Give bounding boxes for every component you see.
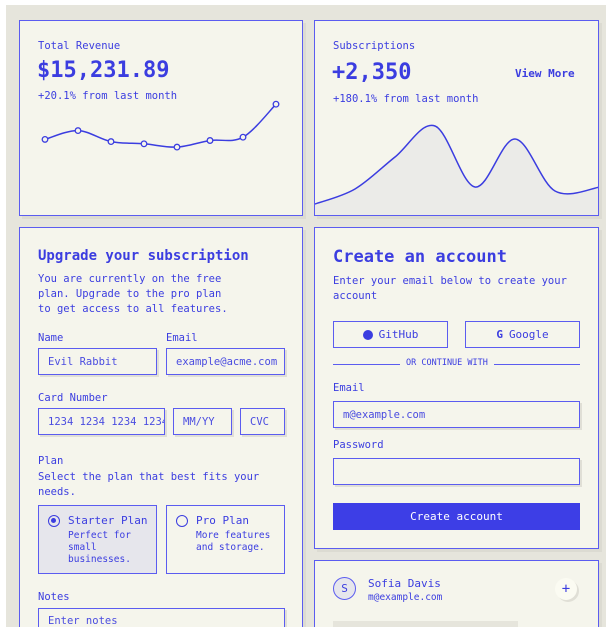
revenue-label: Total Revenue xyxy=(38,40,121,52)
plan-option-pro[interactable]: Pro Plan More features and storage. xyxy=(166,505,285,574)
divider-text: OR CONTINUE WITH xyxy=(400,358,494,368)
avatar: S xyxy=(333,577,356,600)
upgrade-description: You are currently on the free plan. Upgr… xyxy=(38,273,228,315)
subscriptions-line xyxy=(315,124,598,205)
revenue-point xyxy=(173,143,181,151)
notes-label: Notes xyxy=(38,591,70,603)
plan-name: Starter Plan xyxy=(68,514,148,527)
revenue-point xyxy=(107,138,115,146)
member-email: m@example.com xyxy=(368,592,443,603)
plan-desc: Perfect for small businesses. xyxy=(68,530,131,565)
revenue-point xyxy=(74,127,82,135)
plan-name: Pro Plan xyxy=(196,514,249,527)
github-button[interactable]: GitHub xyxy=(333,321,448,348)
github-label: GitHub xyxy=(378,328,419,341)
create-title: Create an account xyxy=(333,247,507,267)
password-label: Password xyxy=(333,439,384,451)
plan-option-starter[interactable]: Starter Plan Perfect for small businesse… xyxy=(38,505,157,574)
subscriptions-card: Subscriptions +2,350 View More +180.1% f… xyxy=(314,20,599,216)
card-number-input[interactable]: 1234 1234 1234 1234 xyxy=(38,408,165,435)
upgrade-title: Upgrade your subscription xyxy=(38,248,249,264)
password-input[interactable] xyxy=(333,458,580,485)
revenue-value: $15,231.89 xyxy=(37,58,170,83)
subscriptions-value: +2,350 xyxy=(332,60,412,85)
radio-selected-icon[interactable] xyxy=(48,515,60,527)
subscriptions-change: +180.1% from last month xyxy=(333,93,479,105)
placeholder-bar xyxy=(333,621,518,627)
plan-desc: More features and storage. xyxy=(196,530,271,553)
revenue-point xyxy=(272,100,280,108)
revenue-point xyxy=(140,140,148,148)
google-label: Google xyxy=(508,328,549,341)
member-name: Sofia Davis xyxy=(368,577,441,590)
name-label: Name xyxy=(38,332,64,344)
email-label: Email xyxy=(166,332,198,344)
create-description: Enter your email below to create your ac… xyxy=(333,275,567,302)
revenue-line-chart xyxy=(41,100,280,151)
revenue-change: +20.1% from last month xyxy=(38,90,178,102)
email-label: Email xyxy=(333,382,365,394)
page-background: Total Revenue $15,231.89 +20.1% from las… xyxy=(6,5,606,627)
subscriptions-area-chart xyxy=(315,124,598,215)
create-account-button[interactable]: Create account xyxy=(333,503,580,530)
member-card: S Sofia Davis m@example.com + xyxy=(314,560,599,627)
expiry-input[interactable]: MM/YY xyxy=(173,408,232,435)
subscriptions-area xyxy=(315,125,598,215)
subscriptions-label: Subscriptions xyxy=(333,40,416,52)
google-icon: G xyxy=(496,328,503,341)
create-account-card: Create an account Enter your email below… xyxy=(314,227,599,549)
email-input[interactable]: example@acme.com xyxy=(166,348,285,375)
name-input[interactable]: Evil Rabbit xyxy=(38,348,157,375)
email-input[interactable]: m@example.com xyxy=(333,401,580,428)
radio-unselected-icon[interactable] xyxy=(176,515,188,527)
github-icon xyxy=(362,329,373,340)
view-more-link[interactable]: View More xyxy=(515,67,575,80)
notes-textarea[interactable]: Enter notes xyxy=(38,608,285,627)
plan-label: Plan xyxy=(38,455,64,467)
revenue-point xyxy=(206,137,214,144)
upgrade-card: Upgrade your subscription You are curren… xyxy=(19,227,303,627)
revenue-line xyxy=(44,103,277,148)
revenue-point xyxy=(41,135,49,143)
card-number-label: Card Number xyxy=(38,392,108,404)
google-button[interactable]: G Google xyxy=(465,321,580,348)
plan-description: Select the plan that best fits your need… xyxy=(38,471,260,498)
cvc-input[interactable]: CVC xyxy=(240,408,285,435)
add-button[interactable]: + xyxy=(555,578,577,600)
revenue-card: Total Revenue $15,231.89 +20.1% from las… xyxy=(19,20,303,216)
revenue-point xyxy=(239,133,247,141)
